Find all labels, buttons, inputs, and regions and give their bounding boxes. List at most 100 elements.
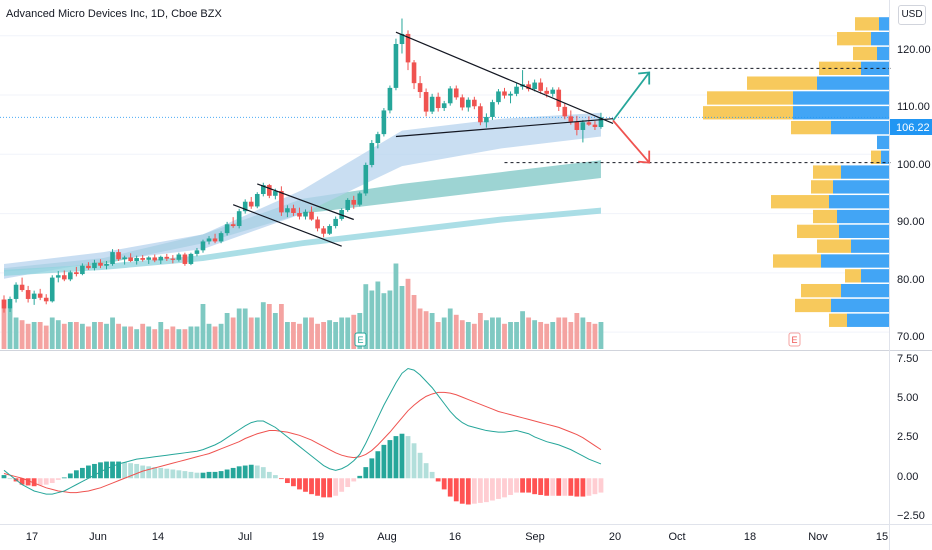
macd-histogram-bar [411,443,417,479]
candle-body [453,88,459,98]
volume-bar [170,326,176,349]
earnings-marker-future[interactable]: E [788,332,801,347]
candle-body [224,224,230,234]
earnings-marker-future-label: E [791,335,797,345]
candle-body [466,99,471,108]
macd-histogram-bar [200,472,206,479]
candle-body [333,218,338,227]
currency-selector[interactable]: USD [898,5,926,25]
macd-histogram-bar [248,464,254,479]
candle-body [62,275,67,280]
candle-body [459,97,465,108]
vp-sell-bar [801,283,841,298]
candle-body [429,96,435,112]
vp-sell-bar [813,209,837,224]
macd-line [3,367,602,495]
macd-histogram-bar [562,478,568,496]
time-axis[interactable]: 17 Jun 14 Jul 19 Aug 16 Sep 20 Oct 18 No… [26,531,888,543]
signal-line [3,391,602,494]
vp-sell-bar [829,313,847,327]
macd-pane [1,367,604,505]
candle-body [315,219,320,229]
macd-histogram-bar [291,478,296,487]
candle-body [74,272,79,275]
vp-sell-bar [771,195,829,209]
price-tick: 80.00 [897,274,925,286]
macd-histogram-bar [128,463,134,479]
volume-bar [13,317,19,349]
macd-histogram-bar [333,478,339,496]
volume-bar [315,323,320,349]
time-tick: Jun [89,531,107,543]
vp-buy-bar [881,150,889,164]
volume-bar [363,284,369,349]
volume-bar [61,323,67,349]
volume-bar [574,313,580,349]
vp-buy-bar [793,106,889,120]
candle-body [351,199,357,205]
volume-bar [556,317,562,349]
trendlines[interactable] [232,31,614,247]
volume-bar [520,311,525,349]
candlesticks [1,18,604,313]
candle-body [170,258,176,260]
macd-histogram-bar [194,472,200,479]
volume-bar [248,317,254,349]
macd-histogram-bar [574,478,580,497]
macd-histogram-bar [170,469,176,479]
horizontal-levels[interactable] [0,67,891,164]
macd-histogram-bar [218,471,224,479]
macd-histogram-bar [381,444,387,479]
vp-sell-bar [819,61,861,75]
candle-body [140,258,145,260]
candle-body [43,297,49,302]
macd-histogram-bar [122,462,127,479]
candle-body [556,89,562,107]
candle-body [188,253,194,264]
vp-buy-bar [821,254,889,268]
volume-bar [477,313,483,349]
macd-histogram-bar [146,466,152,479]
macd-histogram-bar [496,478,501,499]
vp-sell-bar [813,165,841,179]
candle-body [550,89,556,94]
ema-band [4,160,601,272]
candle-body [297,212,302,217]
projection-arrows[interactable] [612,71,651,164]
price-axis[interactable]: 120.00 110.00 100.00 90.00 80.00 70.00 [897,44,931,343]
vp-buy-bar [833,180,889,194]
macd-histogram-bar [1,475,7,479]
candle-body [393,44,399,88]
macd-tick: −2.50 [897,510,925,522]
candle-body [49,277,55,302]
candle-body [405,33,411,63]
candle-body [146,257,152,260]
candle-body [375,134,381,144]
time-tick: 20 [609,531,621,543]
candle-body [194,250,200,254]
volume-bar [128,326,134,349]
volume-bar [19,320,25,349]
volume-bar [285,322,290,349]
volume-bar [339,317,345,349]
macd-histogram-bar [459,478,465,504]
candle-body [230,224,236,227]
price-tick: 90.00 [897,216,925,228]
macd-histogram-bar [327,478,333,498]
volume-bar [206,323,212,349]
arrow-shaft [612,119,650,164]
candle-body [212,238,218,242]
macd-axis[interactable]: 7.50 5.00 2.50 0.00 −2.50 [897,353,925,522]
volume-bar [230,317,236,349]
earnings-marker-past[interactable]: E [354,332,367,347]
macd-histogram-bar [514,478,519,493]
candle-body [92,262,97,269]
macd-histogram-bar [104,461,109,479]
volume-bar [188,326,194,349]
macd-histogram-bar [188,471,194,479]
macd-tick: 2.50 [897,431,918,443]
volume-bar [532,320,538,349]
volume-bar [152,329,158,349]
macd-histogram-bar [441,478,447,490]
